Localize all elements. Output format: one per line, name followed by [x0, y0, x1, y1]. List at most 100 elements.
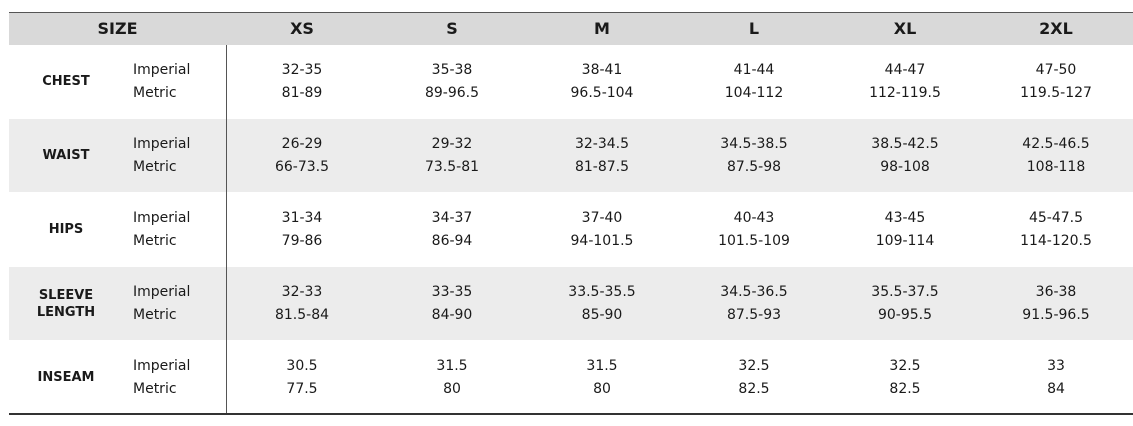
metric-value: 80: [593, 381, 611, 397]
metric-value: 80: [443, 381, 461, 397]
imperial-value: 36-38: [1035, 284, 1077, 300]
unit-metric-label: Metric: [133, 233, 177, 249]
table-cell: 31.5 80: [377, 355, 527, 401]
header-size-s: S: [446, 19, 458, 38]
metric-value: 87.5-93: [726, 307, 782, 323]
table-row: CHEST Imperial Metric 32-35 81-89 35-38 89-96.…: [9, 45, 1133, 118]
table-cell: 40-43 101.5-109: [679, 207, 829, 253]
measurement-label-line: SLEEVE: [38, 287, 94, 303]
metric-value: 82.5: [738, 381, 770, 397]
imperial-value: 45-47.5: [1028, 210, 1084, 226]
measurement-label-line: LENGTH: [36, 304, 96, 320]
imperial-value: 32-35: [281, 62, 323, 78]
table-cell: 44-47 112-119.5: [830, 59, 980, 105]
metric-value: 79-86: [281, 233, 323, 249]
unit-imperial-label: Imperial: [133, 62, 191, 78]
table-cell: 45-47.5 114-120.5: [981, 207, 1131, 253]
measurement-label: CHEST: [9, 45, 123, 118]
measurement-label-line: CHEST: [42, 74, 90, 89]
imperial-value: 35-38: [431, 62, 473, 78]
imperial-value: 42.5-46.5: [1022, 136, 1090, 152]
metric-value: 84: [1047, 381, 1065, 397]
metric-value: 114-120.5: [1020, 233, 1092, 249]
table-cell: 36-38 91.5-96.5: [981, 281, 1131, 327]
metric-value: 66-73.5: [274, 159, 330, 175]
bottom-rule: [9, 413, 1133, 415]
header-size-xl: XL: [893, 19, 917, 38]
header-row: SIZE XS S M L XL 2XL: [9, 13, 1133, 45]
metric-value: 109-114: [875, 233, 935, 249]
imperial-value: 33-35: [431, 284, 473, 300]
header-size-m: M: [594, 19, 610, 38]
unit-metric-label: Metric: [133, 85, 177, 101]
unit-metric-label: Metric: [133, 159, 177, 175]
table-cell: 33 84: [981, 355, 1131, 401]
measurement-label: INSEAM: [9, 341, 123, 414]
unit-labels: Imperial Metric: [133, 281, 190, 327]
metric-value: 90-95.5: [877, 307, 933, 323]
table-cell: 29-32 73.5-81: [377, 133, 527, 179]
metric-value: 98-108: [880, 159, 930, 175]
imperial-value: 44-47: [884, 62, 926, 78]
table-cell: 32-33 81.5-84: [227, 281, 377, 327]
table-cell: 43-45 109-114: [830, 207, 980, 253]
table-cell: 38.5-42.5 98-108: [830, 133, 980, 179]
header-size-l: L: [748, 19, 760, 38]
unit-metric-label: Metric: [133, 307, 177, 323]
table-cell: 38-41 96.5-104: [527, 59, 677, 105]
metric-value: 96.5-104: [570, 85, 634, 101]
metric-value: 112-119.5: [869, 85, 941, 101]
unit-labels: Imperial Metric: [133, 207, 190, 253]
imperial-value: 34.5-36.5: [720, 284, 788, 300]
table-row: WAIST Imperial Metric 26-29 66-73.5 29-32 73.5…: [9, 119, 1133, 192]
table-row: INSEAM Imperial Metric 30.5 77.5 31.5 80 31.5 80…: [9, 341, 1133, 414]
measurement-label: HIPS: [9, 193, 123, 266]
table-cell: 33-35 84-90: [377, 281, 527, 327]
unit-labels: Imperial Metric: [133, 355, 190, 401]
imperial-value: 26-29: [281, 136, 323, 152]
table-cell: 30.5 77.5: [227, 355, 377, 401]
imperial-value: 33: [1047, 358, 1065, 374]
table-cell: 26-29 66-73.5: [227, 133, 377, 179]
metric-value: 91.5-96.5: [1022, 307, 1090, 323]
metric-value: 86-94: [431, 233, 473, 249]
metric-value: 85-90: [581, 307, 623, 323]
imperial-value: 43-45: [884, 210, 926, 226]
imperial-value: 32.5: [889, 358, 921, 374]
unit-imperial-label: Imperial: [133, 358, 191, 374]
table-cell: 32-35 81-89: [227, 59, 377, 105]
unit-imperial-label: Imperial: [133, 284, 191, 300]
table-cell: 34.5-36.5 87.5-93: [679, 281, 829, 327]
table-cell: 32.5 82.5: [679, 355, 829, 401]
label-column-divider: [226, 45, 227, 413]
table-cell: 37-40 94-101.5: [527, 207, 677, 253]
measurement-label-line: WAIST: [42, 148, 90, 163]
imperial-value: 32.5: [738, 358, 770, 374]
unit-imperial-label: Imperial: [133, 210, 191, 226]
metric-value: 104-112: [724, 85, 784, 101]
imperial-value: 40-43: [733, 210, 775, 226]
unit-labels: Imperial Metric: [133, 133, 190, 179]
header-size-xs: XS: [290, 19, 314, 38]
metric-value: 81-89: [281, 85, 323, 101]
table-cell: 42.5-46.5 108-118: [981, 133, 1131, 179]
table-cell: 31.5 80: [527, 355, 677, 401]
metric-value: 108-118: [1026, 159, 1086, 175]
unit-imperial-label: Imperial: [133, 136, 191, 152]
table-cell: 34-37 86-94: [377, 207, 527, 253]
imperial-value: 30.5: [286, 358, 318, 374]
table-cell: 31-34 79-86: [227, 207, 377, 253]
measurement-label: SLEEVE LENGTH: [9, 267, 123, 340]
top-rule: [9, 12, 1133, 13]
imperial-value: 33.5-35.5: [568, 284, 636, 300]
metric-value: 81.5-84: [274, 307, 330, 323]
table-row: HIPS Imperial Metric 31-34 79-86 34-37 86-94 37…: [9, 193, 1133, 266]
imperial-value: 31.5: [586, 358, 618, 374]
imperial-value: 37-40: [581, 210, 623, 226]
metric-value: 77.5: [286, 381, 318, 397]
imperial-value: 41-44: [733, 62, 775, 78]
imperial-value: 47-50: [1035, 62, 1077, 78]
imperial-value: 31-34: [281, 210, 323, 226]
table-cell: 47-50 119.5-127: [981, 59, 1131, 105]
measurement-label: WAIST: [9, 119, 123, 192]
